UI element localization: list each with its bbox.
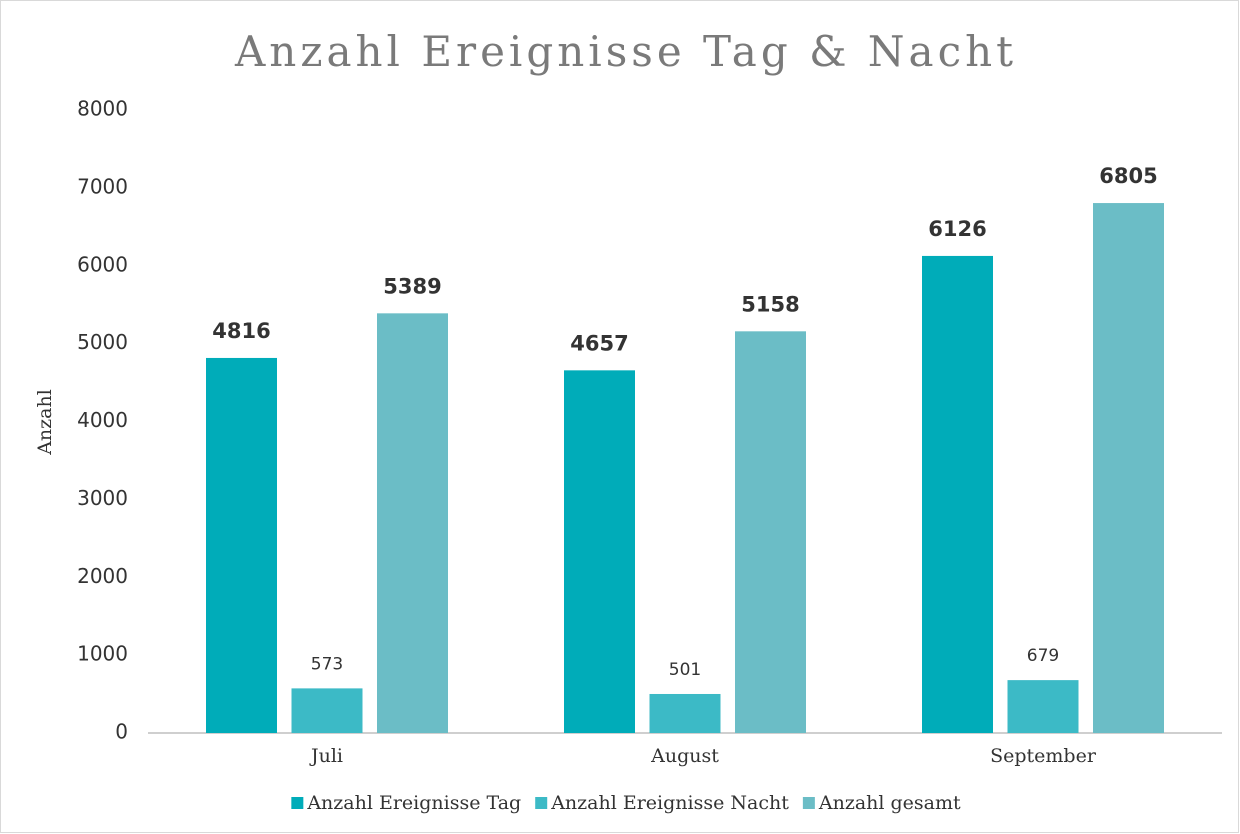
y-tick-label: 7000 — [77, 174, 128, 198]
chart-title: Anzahl Ereignisse Tag & Nacht — [234, 27, 1017, 76]
bar — [206, 357, 277, 733]
legend-label: Anzahl Ereignisse Tag — [306, 792, 521, 814]
legend-label: Anzahl gesamt — [818, 792, 961, 814]
x-tick-label: September — [990, 745, 1097, 767]
data-label: 6126 — [928, 217, 986, 241]
y-tick-label: 0 — [115, 720, 128, 744]
data-label: 573 — [311, 654, 343, 674]
y-axis-label: Anzahl — [34, 389, 56, 456]
data-label: 6805 — [1099, 164, 1157, 188]
bar — [735, 331, 806, 733]
legend-marker — [802, 797, 815, 809]
x-tick-label: Juli — [309, 745, 343, 767]
y-tick-label: 8000 — [77, 97, 128, 121]
legend-label: Anzahl Ereignisse Nacht — [550, 792, 789, 814]
bar — [564, 370, 635, 733]
bar — [1007, 680, 1079, 733]
bar — [1093, 203, 1164, 734]
data-label: 501 — [669, 660, 701, 680]
bar — [922, 255, 993, 733]
y-tick-label: 1000 — [77, 642, 128, 666]
data-label: 679 — [1027, 646, 1059, 666]
data-label: 5158 — [741, 292, 799, 316]
y-tick-label: 5000 — [77, 330, 128, 354]
y-tick-label: 2000 — [77, 564, 128, 588]
data-label: 4657 — [570, 331, 628, 355]
bar — [377, 313, 448, 733]
y-tick-label: 6000 — [77, 252, 128, 276]
data-label: 5389 — [383, 274, 441, 298]
x-tick-label: August — [650, 745, 719, 767]
bar — [649, 693, 721, 733]
bar — [291, 688, 363, 733]
legend-marker — [535, 797, 548, 809]
legend-marker — [291, 797, 304, 809]
data-label: 4816 — [212, 319, 270, 343]
y-tick-label: 3000 — [77, 486, 128, 510]
y-tick-label: 4000 — [77, 408, 128, 432]
